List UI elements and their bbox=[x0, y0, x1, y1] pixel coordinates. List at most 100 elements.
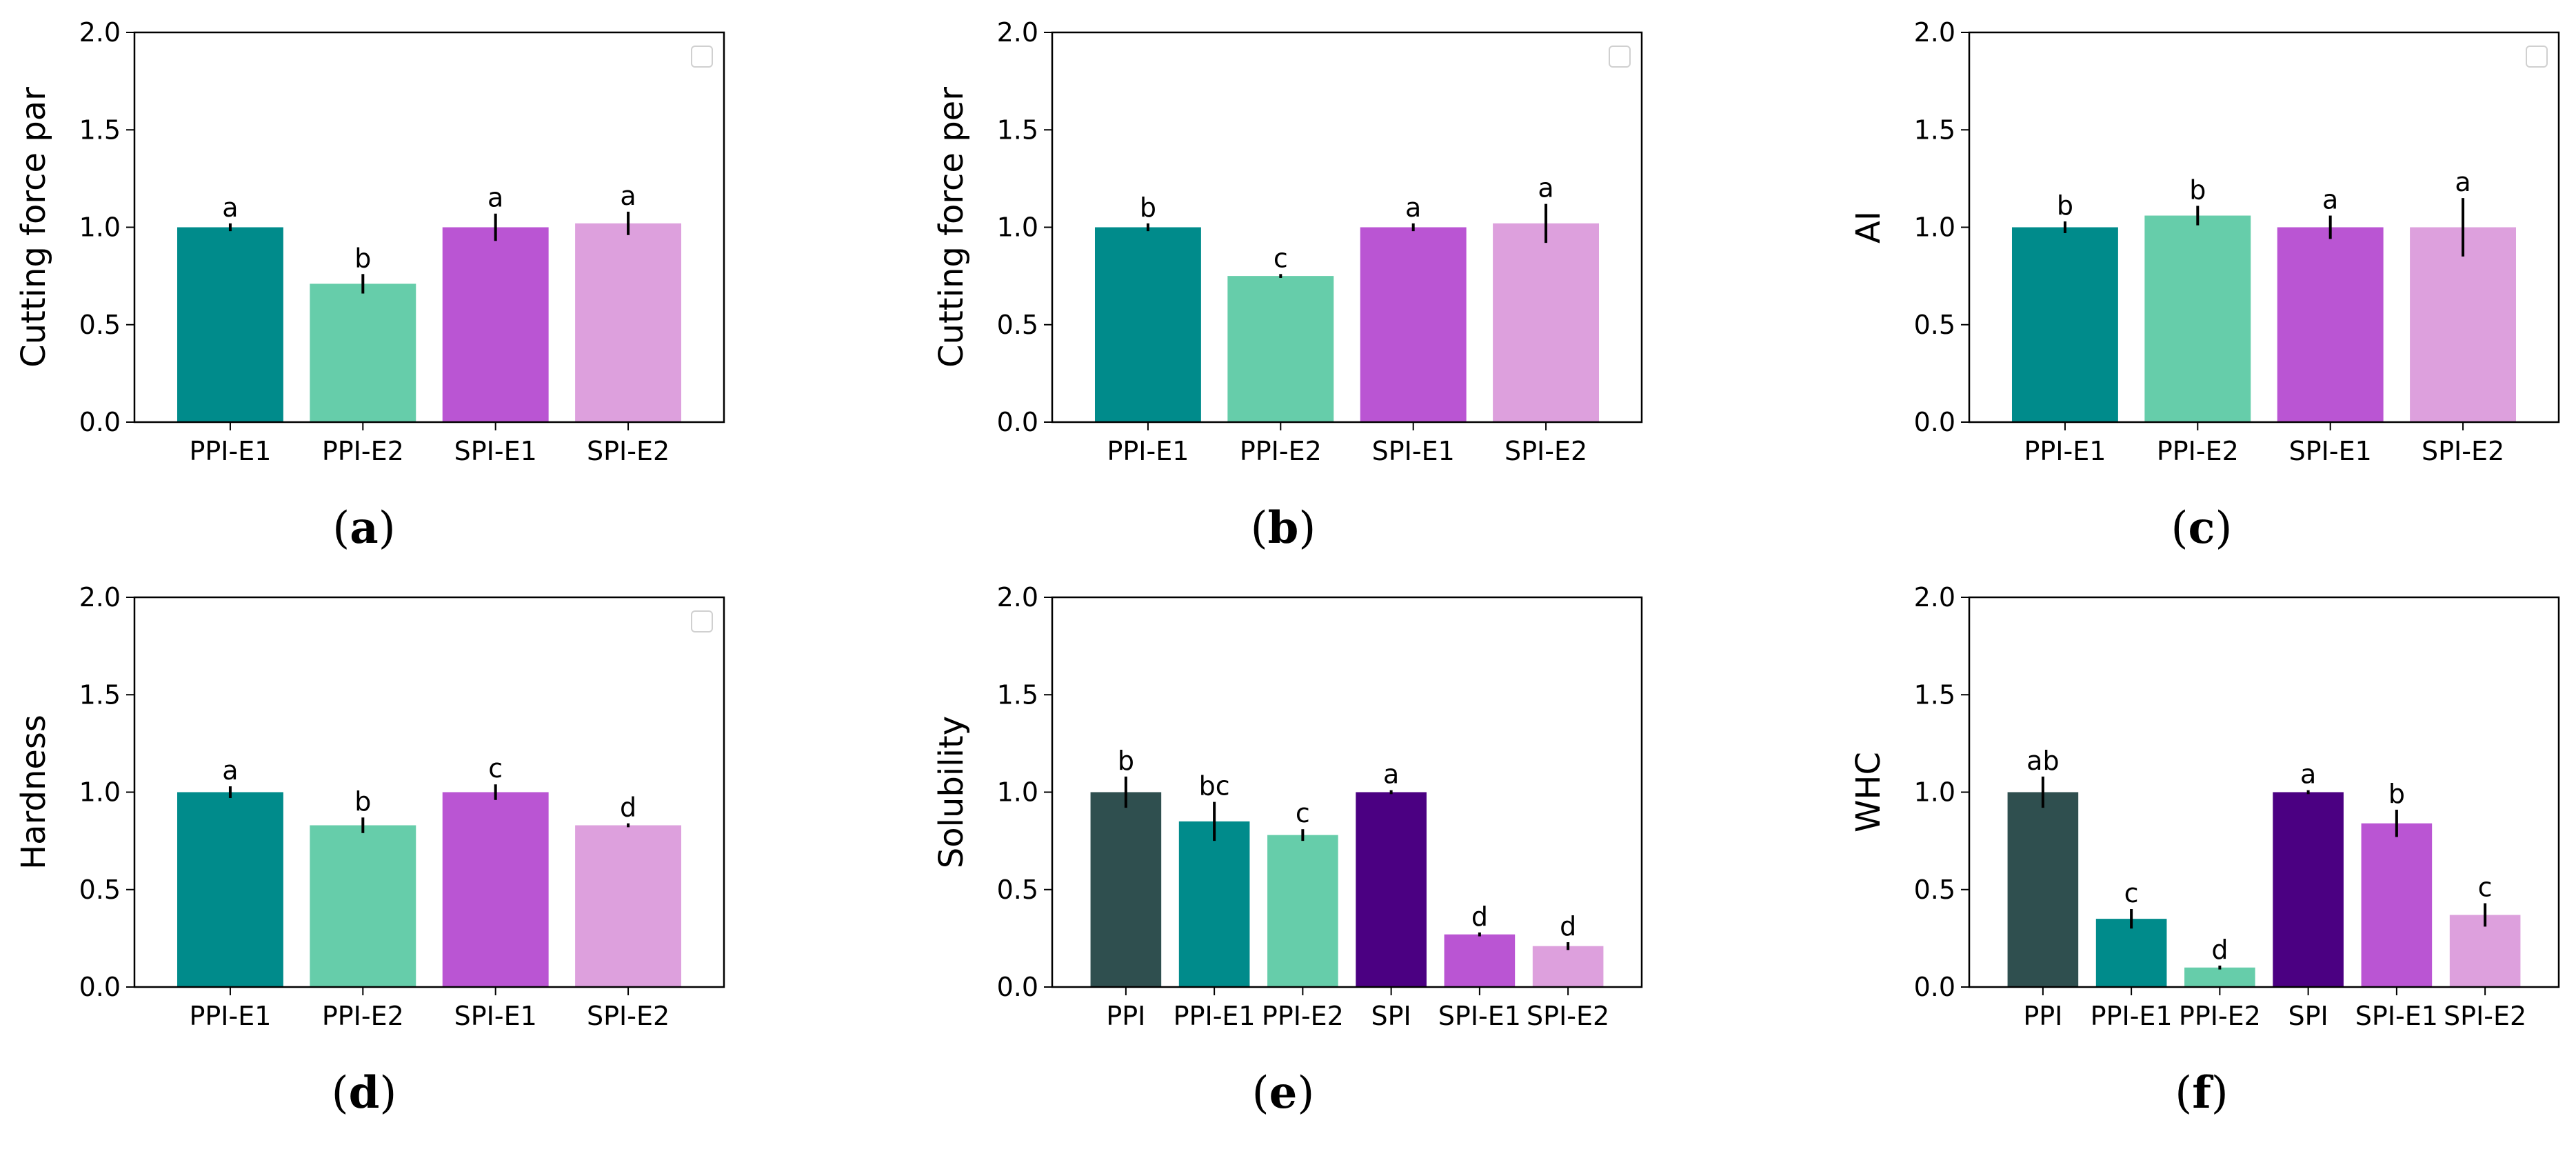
y-tick-label: 2.0 bbox=[79, 17, 121, 48]
bar-ppi-e2 bbox=[1267, 835, 1338, 987]
x-tick-label: SPI-E2 bbox=[2444, 1001, 2526, 1031]
y-tick-label: 1.0 bbox=[79, 212, 121, 243]
x-tick-label: SPI-E2 bbox=[1505, 436, 1587, 466]
x-tick-label: SPI-E1 bbox=[2289, 436, 2372, 466]
significance-letter: c bbox=[2478, 873, 2493, 903]
bar-spi-e2 bbox=[575, 223, 682, 422]
significance-letter: c bbox=[1274, 243, 1288, 273]
y-tick-label: 0.0 bbox=[1914, 972, 1955, 1002]
y-tick-label: 0.0 bbox=[79, 972, 121, 1002]
bar-ppi bbox=[1090, 792, 1162, 987]
significance-letter: a bbox=[2300, 759, 2316, 790]
bar-ppi-e2 bbox=[2184, 967, 2255, 987]
y-axis-label: AI bbox=[1849, 211, 1888, 243]
x-tick-label: SPI-E1 bbox=[454, 1001, 537, 1031]
bar-spi-e2 bbox=[2449, 915, 2521, 987]
y-tick-label: 0.0 bbox=[1914, 407, 1955, 437]
x-tick-label: SPI bbox=[2288, 1001, 2328, 1031]
y-tick-label: 0.0 bbox=[997, 407, 1038, 437]
bar-ppi-e1 bbox=[177, 227, 283, 422]
chart-panel-c: 0.0 0.5 1.0 1.5 2.0 AI b PPI-E1 b PPI-E2 a SPI-E1 a S… bbox=[1849, 17, 2560, 554]
significance-letter: a bbox=[222, 192, 238, 223]
bar-spi-e1 bbox=[2361, 823, 2433, 987]
x-tick-label: SPI-E2 bbox=[1527, 1001, 1609, 1031]
significance-letter: b bbox=[2388, 779, 2405, 809]
y-tick-label: 1.5 bbox=[79, 114, 121, 145]
bar-spi-e1 bbox=[442, 227, 549, 422]
legend-box bbox=[1609, 46, 1631, 68]
y-tick-label: 1.0 bbox=[1914, 212, 1955, 243]
significance-letter: a bbox=[1538, 173, 1553, 203]
significance-letter: a bbox=[2455, 167, 2471, 197]
bar-spi bbox=[2273, 792, 2344, 987]
bar-ppi-e2 bbox=[2144, 215, 2251, 422]
legend-box bbox=[691, 610, 713, 632]
plot-frame bbox=[133, 31, 725, 423]
y-axis-label: Cutting force per bbox=[932, 87, 971, 368]
significance-letter: ab bbox=[2026, 746, 2059, 776]
chart-panel-d: 0.0 0.5 1.0 1.5 2.0 Hardness a PPI-E1 b PPI-E2 c SP… bbox=[14, 582, 725, 1119]
y-axis-label: WHC bbox=[1849, 752, 1888, 833]
x-tick-label: SPI-E2 bbox=[2422, 436, 2504, 466]
x-tick-label: PPI-E2 bbox=[1262, 1001, 1344, 1031]
y-tick-label: 1.5 bbox=[997, 679, 1038, 710]
x-tick-label: PPI-E2 bbox=[322, 436, 404, 466]
y-tick-label: 2.0 bbox=[1914, 582, 1955, 612]
y-tick-label: 1.0 bbox=[997, 777, 1038, 808]
significance-letter: b bbox=[354, 243, 371, 273]
y-tick-label: 0.5 bbox=[79, 875, 121, 905]
y-tick-label: 0.5 bbox=[1914, 310, 1955, 340]
panel-caption: (a) bbox=[332, 502, 395, 554]
x-tick-label: SPI-E2 bbox=[587, 436, 670, 466]
x-tick-label: PPI-E1 bbox=[1107, 436, 1189, 466]
legend-box bbox=[2526, 46, 2548, 68]
y-tick-label: 0.5 bbox=[997, 875, 1038, 905]
y-tick-label: 1.5 bbox=[1914, 114, 1955, 145]
x-tick-label: PPI bbox=[2023, 1001, 2062, 1031]
bar-ppi-e1 bbox=[1178, 821, 1250, 987]
y-tick-label: 1.5 bbox=[1914, 679, 1955, 710]
x-tick-label: SPI-E1 bbox=[2355, 1001, 2438, 1031]
significance-letter: c bbox=[488, 753, 503, 784]
significance-letter: c bbox=[1296, 798, 1310, 828]
panel-caption: (b) bbox=[1251, 502, 1316, 554]
panel-caption: (f) bbox=[2175, 1067, 2228, 1119]
bar-ppi-e2 bbox=[310, 283, 416, 422]
y-axis-label: Hardness bbox=[14, 715, 53, 870]
x-tick-label: PPI-E1 bbox=[2091, 1001, 2173, 1031]
x-tick-label: PPI-E1 bbox=[1174, 1001, 1256, 1031]
chart-panel-b: 0.0 0.5 1.0 1.5 2.0 Cutting force per b PPI-E1 c… bbox=[932, 17, 1643, 554]
plot-frame bbox=[1051, 596, 1643, 988]
y-tick-label: 1.0 bbox=[79, 777, 121, 808]
legend-box bbox=[691, 46, 713, 68]
significance-letter: b bbox=[1118, 746, 1134, 776]
x-tick-label: SPI-E1 bbox=[454, 436, 537, 466]
y-tick-label: 2.0 bbox=[1914, 17, 1955, 48]
significance-letter: d bbox=[1560, 911, 1576, 941]
y-axis-label: Cutting force par bbox=[14, 87, 53, 368]
y-tick-label: 2.0 bbox=[997, 17, 1038, 48]
significance-letter: d bbox=[1471, 901, 1488, 932]
significance-letter: b bbox=[354, 786, 371, 817]
x-tick-label: SPI-E2 bbox=[587, 1001, 670, 1031]
bar-spi-e2 bbox=[1532, 946, 1604, 987]
x-tick-label: PPI-E2 bbox=[1240, 436, 1322, 466]
significance-letter: bc bbox=[1199, 771, 1230, 801]
y-tick-label: 0.5 bbox=[79, 310, 121, 340]
plot-frame bbox=[133, 596, 725, 988]
bar-ppi-e2 bbox=[310, 825, 416, 987]
bar-ppi-e1 bbox=[2095, 919, 2167, 987]
significance-letter: a bbox=[2322, 185, 2338, 215]
significance-letter: b bbox=[2057, 190, 2073, 221]
x-tick-label: PPI-E2 bbox=[2179, 1001, 2261, 1031]
bar-ppi bbox=[2007, 792, 2079, 987]
bar-spi-e2 bbox=[575, 825, 682, 987]
y-tick-label: 1.0 bbox=[1914, 777, 1955, 808]
significance-letter: d bbox=[2211, 935, 2228, 965]
significance-letter: a bbox=[620, 181, 636, 211]
y-tick-label: 0.5 bbox=[997, 310, 1038, 340]
y-tick-label: 1.5 bbox=[997, 114, 1038, 145]
y-tick-label: 2.0 bbox=[997, 582, 1038, 612]
bar-spi bbox=[1356, 792, 1427, 987]
